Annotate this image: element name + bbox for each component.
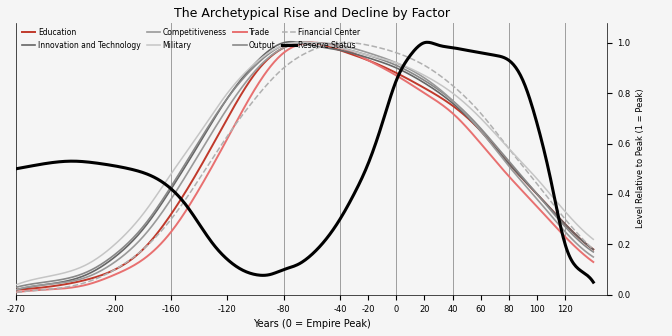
Line: Education: Education	[16, 42, 593, 290]
Output	[298, 40, 306, 44]
Competitiveness	[577, 245, 585, 249]
Line: Trade: Trade	[16, 43, 593, 292]
Line: Reserve Status: Reserve Status	[16, 42, 593, 282]
Title: The Archetypical Rise and Decline by Factor: The Archetypical Rise and Decline by Fac…	[174, 7, 450, 20]
Education	[326, 45, 334, 49]
Trade	[286, 46, 294, 50]
Education	[12, 288, 20, 292]
Reserve Status	[577, 268, 585, 272]
Military	[577, 226, 585, 230]
Output	[290, 41, 298, 45]
Innovation and Technology	[577, 237, 585, 241]
Competitiveness	[308, 41, 317, 45]
Trade	[326, 43, 334, 47]
Financial Center	[577, 235, 585, 239]
Innovation and Technology	[487, 140, 495, 144]
Financial Center	[286, 60, 294, 65]
Innovation and Technology	[326, 46, 334, 50]
Competitiveness	[326, 42, 334, 46]
Output	[12, 285, 20, 289]
Output	[326, 43, 334, 47]
Output	[577, 240, 585, 244]
Education	[357, 55, 365, 59]
Competitiveness	[12, 288, 20, 292]
Military	[357, 51, 365, 55]
Reserve Status	[325, 234, 333, 238]
Financial Center	[357, 42, 365, 46]
Education	[290, 42, 298, 46]
Y-axis label: Level Relative to Peak (1 = Peak): Level Relative to Peak (1 = Peak)	[636, 89, 645, 228]
Military	[589, 237, 597, 241]
Innovation and Technology	[288, 40, 296, 44]
Financial Center	[290, 58, 298, 62]
Output	[286, 41, 294, 45]
Trade	[12, 290, 20, 294]
Line: Financial Center: Financial Center	[16, 42, 593, 292]
Reserve Status	[355, 181, 364, 185]
Financial Center	[12, 290, 20, 294]
Education	[577, 237, 585, 241]
Innovation and Technology	[357, 53, 365, 57]
Competitiveness	[290, 42, 298, 46]
Military	[290, 41, 298, 45]
Military	[299, 40, 307, 44]
Education	[487, 140, 495, 144]
Line: Competitiveness: Competitiveness	[16, 43, 593, 290]
Innovation and Technology	[589, 247, 597, 251]
Innovation and Technology	[291, 40, 299, 44]
Education	[302, 40, 310, 44]
Line: Output: Output	[16, 42, 593, 287]
Competitiveness	[589, 255, 597, 259]
Education	[286, 43, 294, 47]
Financial Center	[341, 40, 349, 44]
Line: Innovation and Technology: Innovation and Technology	[16, 42, 593, 290]
Innovation and Technology	[12, 288, 20, 292]
Reserve Status	[487, 52, 495, 56]
Trade	[589, 260, 597, 264]
Output	[487, 137, 495, 141]
Line: Military: Military	[16, 42, 593, 285]
Financial Center	[487, 123, 495, 127]
Reserve Status	[423, 40, 431, 44]
Military	[12, 283, 20, 287]
Competitiveness	[286, 43, 294, 47]
Military	[487, 126, 495, 130]
Education	[589, 247, 597, 251]
Output	[357, 51, 365, 55]
X-axis label: Years (0 = Empire Peak): Years (0 = Empire Peak)	[253, 319, 371, 329]
Innovation and Technology	[286, 40, 294, 44]
Competitiveness	[487, 141, 495, 145]
Output	[589, 250, 597, 254]
Legend: Education, Innovation and Technology, Competitiveness, Military, Trade, Output, : Education, Innovation and Technology, Co…	[20, 26, 362, 51]
Financial Center	[589, 247, 597, 251]
Trade	[577, 250, 585, 254]
Competitiveness	[357, 48, 365, 52]
Reserve Status	[286, 265, 294, 269]
Reserve Status	[12, 167, 20, 171]
Reserve Status	[589, 280, 597, 284]
Trade	[357, 55, 365, 59]
Military	[326, 43, 334, 47]
Trade	[487, 153, 495, 157]
Reserve Status	[290, 264, 298, 268]
Trade	[310, 41, 318, 45]
Military	[286, 41, 294, 45]
Trade	[290, 44, 298, 48]
Financial Center	[325, 42, 333, 46]
